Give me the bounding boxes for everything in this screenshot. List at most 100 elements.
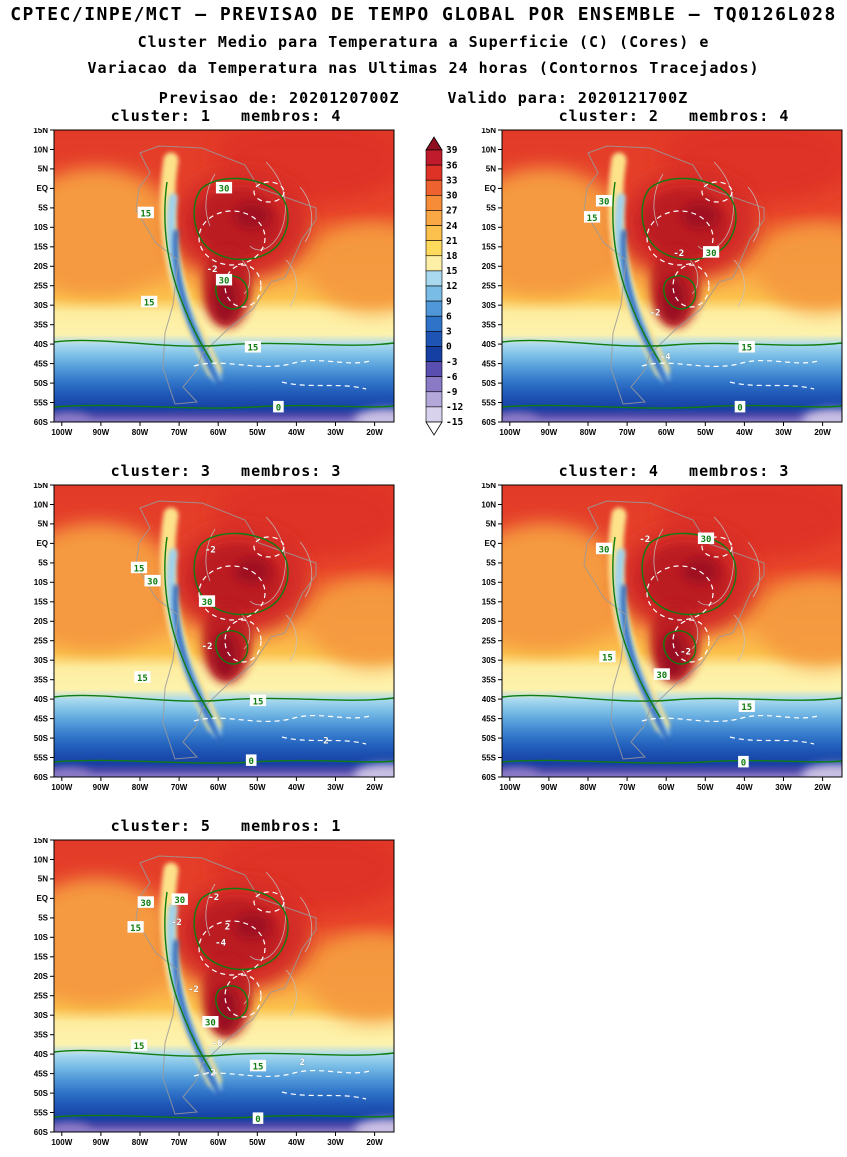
colorbar-segment [425, 164, 443, 181]
lon-tick-label: 50W [697, 428, 714, 437]
colorbar-level-label: -12 [446, 402, 463, 413]
cluster-panel-5: cluster: 5 membros: 1 30 30 -2 15 -2 2 -4 -2 30 -… [20, 816, 398, 1152]
lat-tick-label: 40S [34, 340, 49, 349]
temp-contour-label: 15 [738, 341, 755, 354]
colorbar-level-label: 18 [446, 251, 458, 262]
lat-tick-label: 40S [34, 1050, 49, 1059]
delta-contour-label: 2 [225, 922, 230, 932]
delta-contour-label: -2 [639, 535, 650, 545]
panel-title-cluster-3: cluster: 3 membros: 3 [110, 462, 342, 480]
colorbar-level-label: 6 [446, 311, 452, 322]
lat-tick-label: 5N [486, 520, 496, 529]
coastline [135, 145, 317, 405]
temperature-contours [54, 177, 394, 409]
lat-tick-label: 20S [34, 262, 49, 271]
cluster-panel-2: cluster: 2 membros: 4 30 15 -2 30 -2 -4 15 0 15N… [468, 106, 846, 442]
colorbar-level-label: 21 [446, 236, 458, 247]
lat-tick-label: 10N [33, 855, 48, 864]
colorbar-level-label: 0 [446, 342, 452, 353]
colorbar-segment [425, 210, 443, 226]
lat-tick-label: 15N [481, 483, 496, 490]
gray-member-contours [205, 871, 313, 1017]
lon-tick-label: 20W [814, 428, 831, 437]
delta-contour-label: -2 [188, 985, 199, 995]
lat-tick-label: 55S [34, 753, 49, 762]
lat-tick-label: 50S [34, 379, 49, 388]
temp-contour-label: 30 [703, 246, 720, 259]
delta-contour-label: 2 [299, 1058, 304, 1068]
colorbar-level-label: 30 [446, 191, 458, 202]
temp-contour-label: 30 [171, 893, 188, 906]
lon-tick-label: 20W [814, 783, 831, 792]
colorbar-host: 39 36 33 30 27 24 21 18 15 12 9 6 3 0 -3 -6 -9 -12 -15 [424, 136, 476, 440]
delta-contours [193, 891, 371, 1100]
temp-contour-label: 15 [127, 921, 144, 934]
gray-member-contours [205, 161, 313, 307]
lon-tick-label: 80W [580, 428, 597, 437]
lon-tick-label: 100W [51, 428, 72, 437]
lat-tick-label: 35S [34, 676, 49, 685]
lon-tick-label: 50W [249, 1138, 266, 1147]
svg-text:30: 30 [202, 598, 213, 608]
cluster-panel-1: cluster: 1 membros: 4 30 15 -2 30 15 15 0 15N 10… [20, 106, 398, 442]
lat-tick-label: 20S [482, 617, 497, 626]
figure-subtitle-2: Variacao da Temperatura nas Ultimas 24 h… [87, 59, 760, 77]
svg-text:30: 30 [706, 249, 717, 259]
svg-text:0: 0 [737, 404, 742, 414]
svg-text:30: 30 [219, 185, 230, 195]
lat-tick-label: 50S [34, 734, 49, 743]
svg-text:15: 15 [137, 674, 148, 684]
svg-text:30: 30 [599, 545, 610, 555]
temp-contour-label: 30 [215, 181, 233, 195]
colorbar-segment [425, 240, 443, 257]
temperature-map: -2 30 30 -2 15 30 15 0 15N 10N 5N EQ 5S 10S 15S 20S 25S 3… [481, 481, 843, 792]
lat-tick-label: 15S [34, 953, 49, 962]
lat-tick-label: 10S [482, 578, 497, 587]
svg-text:15: 15 [130, 924, 141, 934]
temp-contour-label: 15 [584, 211, 601, 224]
lon-tick-label: 30W [775, 428, 792, 437]
contour-labels: 30 30 -2 15 -2 2 -4 -2 30 -6 15 -2 15 2 0 [127, 893, 305, 1125]
svg-text:30: 30 [599, 198, 610, 208]
lon-tick-label: 70W [171, 783, 188, 792]
lon-tick-label: 20W [366, 428, 383, 437]
lat-tick-label: 60S [34, 1128, 49, 1137]
figure-subtitle-1: Cluster Medio para Temperatura a Superfi… [137, 33, 710, 51]
colorbar-above-triangle [425, 136, 443, 151]
lat-tick-label: 10S [34, 578, 49, 587]
forecast-valid-text: Valido para: 2020121700Z [447, 89, 689, 107]
lon-tick-label: 80W [580, 783, 597, 792]
delta-contours [641, 536, 819, 745]
lat-tick-label: 10S [482, 223, 497, 232]
temp-contour-label: 15 [134, 671, 151, 684]
svg-text:15: 15 [602, 654, 613, 664]
lat-tick-label: 20S [34, 972, 49, 981]
temp-contour-label: 15 [130, 561, 148, 574]
svg-text:15: 15 [140, 209, 151, 219]
colorbar-level-label: 15 [446, 266, 458, 277]
lat-tick-label: 60S [34, 773, 49, 782]
colorbar-segment [425, 255, 443, 272]
temp-contour-label: 0 [273, 400, 284, 414]
delta-contour-label: -6 [212, 1039, 223, 1049]
lon-tick-label: 40W [736, 428, 753, 437]
lat-tick-label: 60S [482, 773, 497, 782]
lon-tick-label: 70W [171, 1138, 188, 1147]
colorbar-segment [425, 195, 443, 211]
lat-tick-label: 35S [34, 1031, 49, 1040]
svg-text:15: 15 [134, 1042, 145, 1052]
delta-contour-label: -2 [202, 642, 213, 652]
gray-member-contours [205, 516, 313, 662]
lon-tick-label: 50W [249, 783, 266, 792]
svg-text:0: 0 [276, 404, 281, 414]
panel-title-cluster-4: cluster: 4 membros: 3 [558, 462, 790, 480]
temp-contour-label: 15 [130, 1039, 148, 1052]
lat-tick-label: 5N [38, 875, 48, 884]
lat-tick-label: 5N [38, 520, 48, 529]
lat-tick-label: 45S [482, 359, 497, 368]
lat-tick-label: 25S [482, 282, 497, 291]
